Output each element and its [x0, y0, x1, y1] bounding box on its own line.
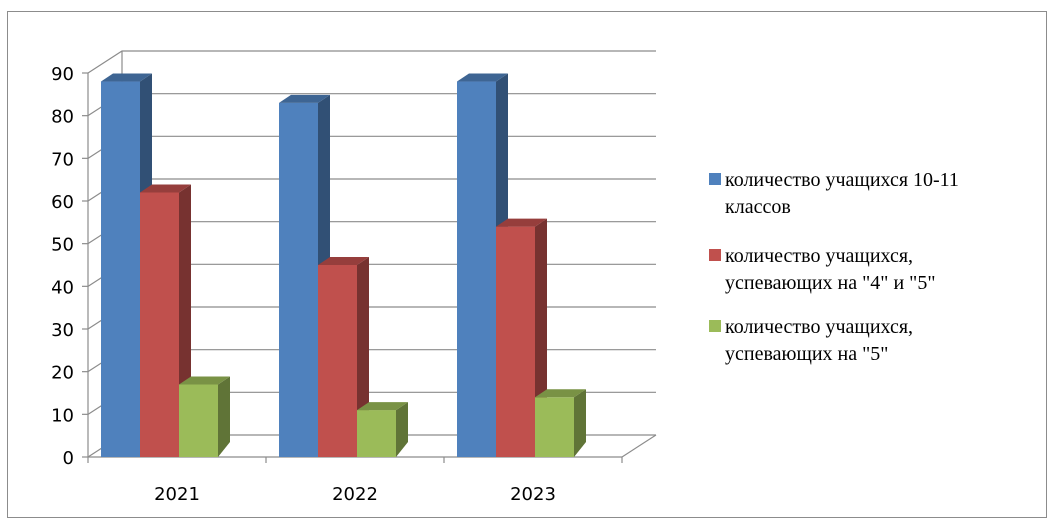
y-tick-label: 20 [51, 363, 74, 384]
y-tick-label: 40 [51, 277, 74, 298]
legend-item: количество учащихся 10-11 классов [709, 169, 959, 218]
bar-front [179, 384, 218, 457]
y-tick-label: 30 [51, 320, 74, 341]
bar-side [218, 376, 230, 457]
bar-side [396, 402, 408, 457]
x-tick-label: 2023 [510, 484, 556, 505]
floor-right-edge [622, 435, 656, 457]
y-tick-label: 60 [51, 192, 74, 213]
x-tick-label: 2022 [332, 484, 378, 505]
legend: количество учащихся 10-11классовколичест… [709, 169, 959, 365]
legend-swatch [709, 320, 721, 332]
bar-front [535, 397, 574, 457]
bar-front [357, 410, 396, 457]
legend-item: количество учащихся, успевающих на "4" и … [709, 245, 936, 294]
y-tick-label: 0 [63, 448, 74, 469]
y-tick-label: 80 [51, 107, 74, 128]
y-tick-label: 50 [51, 235, 74, 256]
legend-label: успевающих на "5" [725, 343, 888, 365]
legend-swatch [709, 173, 721, 185]
y-tick-labels: 0 10 20 30 40 50 60 70 80 90 [51, 64, 74, 469]
bar [357, 402, 408, 457]
bar [535, 389, 586, 457]
bar-front [101, 82, 140, 457]
bar-front [457, 82, 496, 457]
y-tick-label: 90 [51, 64, 74, 85]
x-tick-labels: 2021 2022 2023 [154, 484, 556, 505]
bar-front [279, 103, 318, 457]
y-tick-label: 10 [51, 405, 74, 426]
legend-label: классов [725, 196, 791, 218]
legend-label: количество учащихся, [725, 245, 913, 267]
bar-front [496, 227, 535, 457]
legend-label: количество учащихся 10-11 [725, 169, 959, 191]
bar-front [140, 192, 179, 457]
bar-side [574, 389, 586, 457]
legend-item: количество учащихся, успевающих на "5" [709, 316, 913, 365]
legend-label: успевающих на "4" и "5" [725, 272, 936, 294]
bar [179, 376, 230, 457]
bar-front [318, 265, 357, 457]
x-tick-label: 2021 [154, 484, 200, 505]
legend-swatch [709, 249, 721, 261]
y-tick-label: 70 [51, 149, 74, 170]
legend-label: количество учащихся, [725, 316, 913, 338]
